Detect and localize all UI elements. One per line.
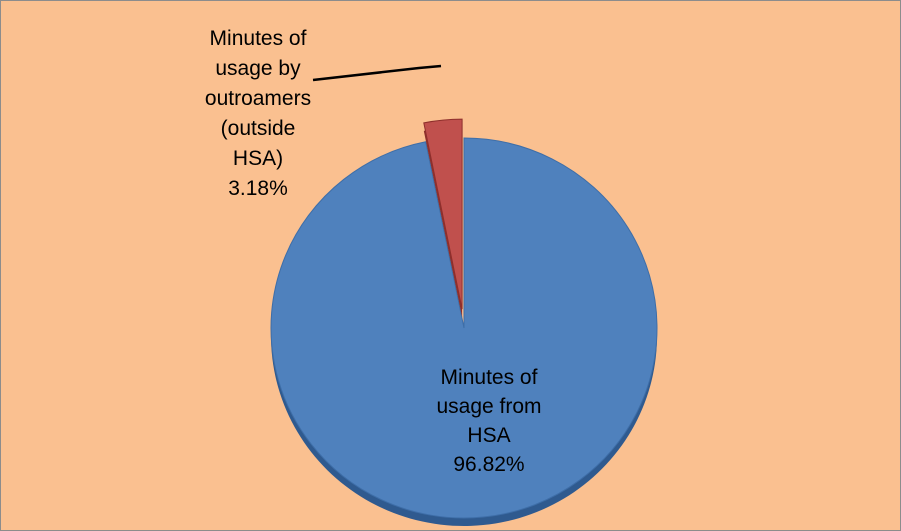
data-label-outroamers: Minutes of usage by outroamers (outside HSA)… <box>205 27 311 200</box>
data-label-outroamers-line: HSA) <box>233 147 283 170</box>
data-label-hsa: Minutes of usage from HSA 96.82% <box>436 366 541 476</box>
labels-layer: Minutes of usage from HSA 96.82% Minutes of u… <box>205 27 542 476</box>
data-label-outroamers-line: (outside <box>221 117 296 140</box>
leader-line-outroamers <box>312 64 442 82</box>
pie-slice-outroamers <box>423 118 463 310</box>
pie-slice-hsa-group <box>270 137 658 526</box>
slices-layer <box>270 118 658 526</box>
data-label-hsa-line: HSA <box>467 424 510 447</box>
data-label-hsa-line: Minutes of <box>441 366 538 389</box>
data-label-outroamers-line: Minutes of <box>210 27 307 50</box>
data-label-outroamers-line: 3.18% <box>228 177 288 200</box>
pie-slice-hsa <box>270 137 658 519</box>
data-label-outroamers-line: outroamers <box>205 87 311 110</box>
data-label-hsa-line: 96.82% <box>453 453 524 476</box>
data-label-hsa-line: usage from <box>436 395 541 418</box>
data-label-outroamers-line: usage by <box>215 57 301 80</box>
pie-slice-outroamers-group <box>423 118 463 318</box>
